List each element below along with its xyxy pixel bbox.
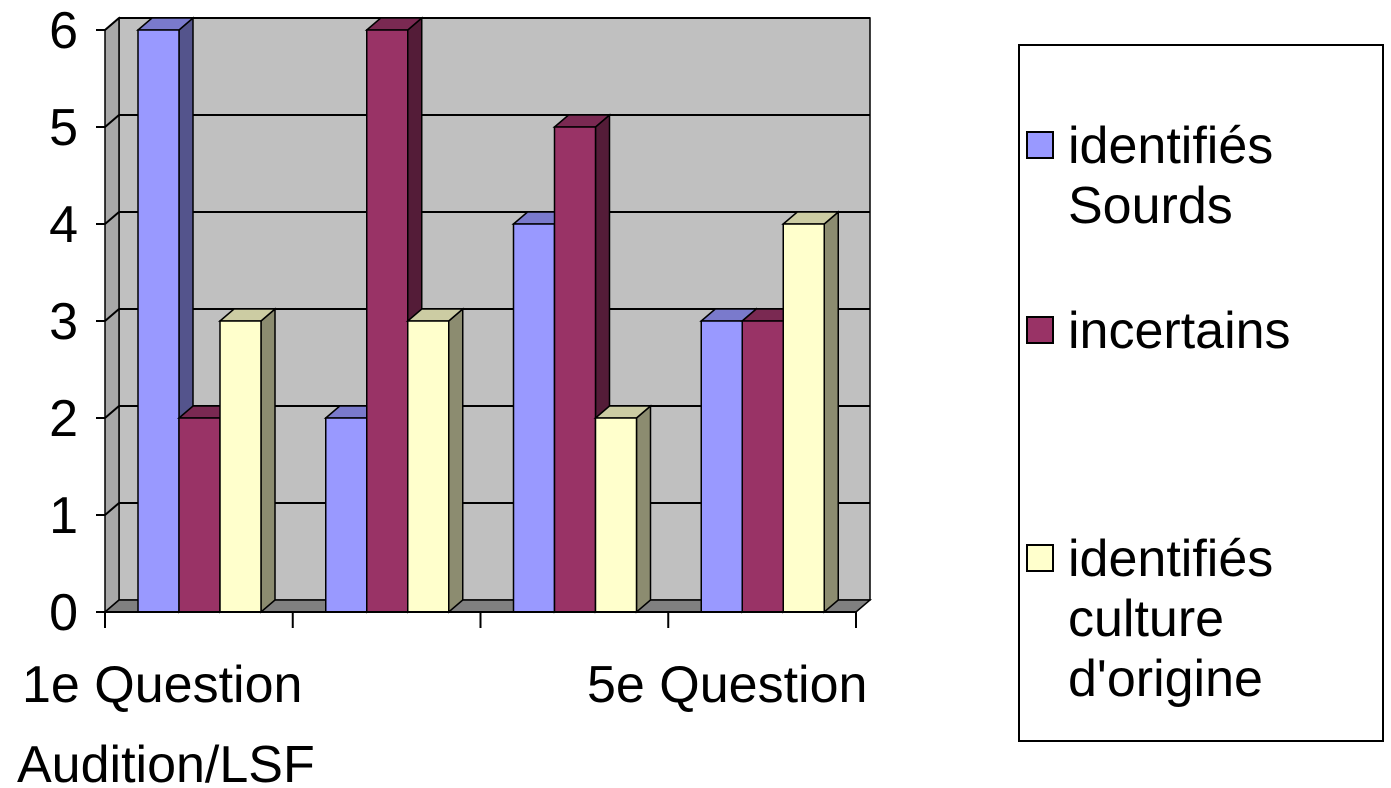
bar (219, 320, 262, 613)
legend-label: incertains (1068, 302, 1291, 360)
gridline-side (104, 308, 120, 322)
bar-side (260, 307, 276, 614)
gridline-side (104, 17, 120, 31)
legend-swatch-identifies-culture (1026, 544, 1054, 572)
gridline-side (104, 211, 120, 225)
y-tick-label: 6 (49, 2, 78, 60)
y-tick-labels: 0 1 2 3 4 5 6 (49, 2, 78, 642)
legend-item-identifies-culture: identifiés culture d'origine (1026, 529, 1368, 709)
gridline-side (104, 405, 120, 419)
y-tick-label: 4 (49, 196, 78, 254)
bars (135, 16, 841, 614)
gridline-side (104, 114, 120, 128)
x-category-label: 1e Question (22, 656, 302, 714)
bar (741, 320, 784, 613)
bar (366, 29, 409, 613)
legend-item-identifies-sourds: identifiés Sourds (1026, 116, 1368, 236)
bar (407, 320, 450, 613)
legend-label: identifiés Sourds (1068, 117, 1274, 235)
bar-side (448, 307, 464, 614)
legend-label: identifiés culture d'origine (1068, 530, 1274, 708)
x-axis-extra-label: Audition/LSF (17, 736, 315, 788)
y-tick-label: 5 (49, 99, 78, 157)
legend-swatch-identifies-sourds (1026, 131, 1054, 159)
x-category-labels: 1e Question 5e Question Audition/LSF (17, 656, 867, 788)
bar (512, 223, 556, 613)
axes (96, 29, 857, 628)
gridline-side (104, 502, 120, 516)
bar (782, 223, 825, 613)
bar (553, 126, 597, 613)
bar-side (823, 210, 839, 614)
legend-item-incertains: incertains (1026, 301, 1368, 361)
y-tick-label: 2 (49, 390, 78, 448)
bar (137, 29, 180, 613)
bar (700, 320, 743, 613)
bar (325, 417, 368, 613)
y-tick-label: 0 (49, 584, 78, 642)
y-tick-label: 1 (49, 487, 78, 545)
legend-swatch-incertains (1026, 316, 1054, 344)
y-tick-label: 3 (49, 293, 78, 351)
bar (594, 417, 638, 613)
bar-side (635, 404, 652, 614)
bar (178, 417, 221, 613)
x-category-label: 5e Question (587, 656, 867, 714)
legend: identifiés Sourds incertains identifiés … (1018, 44, 1384, 742)
